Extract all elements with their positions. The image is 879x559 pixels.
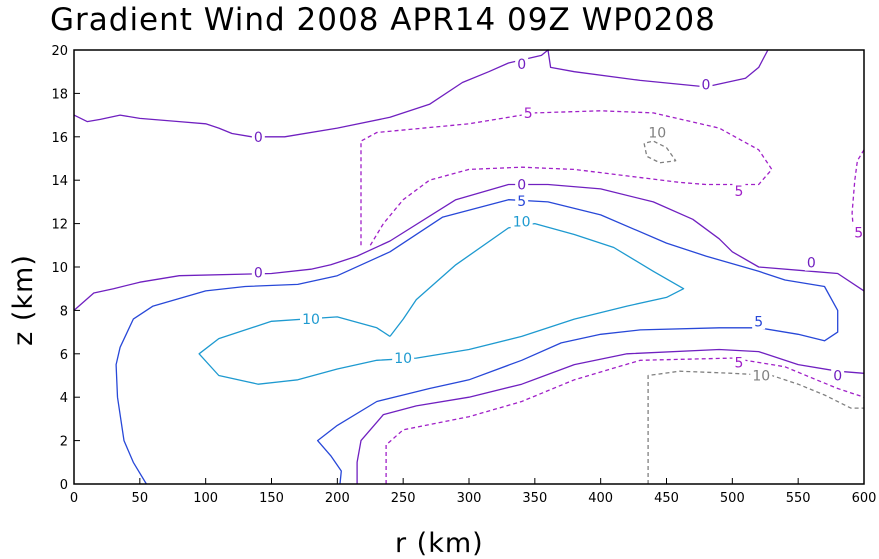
contour-label: 5 (517, 194, 526, 210)
contour-neg10-lower (647, 370, 864, 484)
contour-label-bg (515, 176, 529, 193)
contour-label-bg (852, 224, 866, 241)
contour-label-bg (515, 192, 529, 209)
contour-label: 10 (394, 351, 412, 367)
contour-zero-upper (73, 49, 769, 138)
contour-label: 0 (833, 369, 842, 385)
y-tick-label: 18 (51, 87, 68, 102)
x-tick-label: 300 (457, 491, 482, 506)
contour-zero-middle (73, 183, 865, 311)
contour-label-bg (752, 313, 766, 330)
contour-neg5-lower (385, 357, 865, 484)
contour-label-bg (750, 367, 773, 384)
contour-pos10 (198, 222, 685, 385)
x-tick-label: 550 (786, 491, 811, 506)
x-axis-label: r (km) (395, 528, 484, 559)
contour-label-bg (831, 367, 845, 384)
x-tick-label: 350 (522, 491, 547, 506)
contour-label-bg (521, 104, 535, 121)
contour-label: 0 (807, 256, 816, 272)
x-axis: 0 50 100 150 200 250 300 350 400 450 500 550 600 (70, 478, 877, 506)
contour-label: 0 (517, 178, 526, 194)
contour-label-bg (699, 76, 713, 93)
contour-label: 10 (752, 369, 770, 385)
y-tick-label: 12 (51, 218, 68, 233)
contour-label: 0 (702, 78, 711, 94)
y-tick-label: 8 (60, 304, 68, 319)
x-tick-label: 0 (70, 491, 78, 506)
y-tick-label: 6 (60, 348, 68, 363)
x-tick-label: 400 (588, 491, 613, 506)
x-tick-label: 50 (132, 491, 149, 506)
y-tick-label: 14 (51, 174, 68, 189)
contour-label-bg (300, 311, 322, 328)
contour-lines (73, 49, 865, 485)
x-tick-label: 600 (852, 491, 877, 506)
contour-pos5 (115, 199, 839, 485)
x-tick-label: 500 (720, 491, 745, 506)
contour-label-bg (646, 124, 669, 141)
contour-label: 0 (254, 130, 263, 146)
contour-label: 5 (734, 355, 743, 371)
x-tick-label: 200 (325, 491, 350, 506)
y-tick-label: 0 (60, 478, 68, 493)
contour-label: 10 (302, 312, 320, 328)
y-tick-label: 16 (51, 131, 68, 146)
y-tick-label: 20 (51, 44, 68, 59)
contour-label: 0 (254, 265, 263, 281)
contour-label-bg (510, 213, 533, 230)
contour-label: 5 (734, 184, 743, 200)
x-tick-label: 150 (259, 491, 284, 506)
x-tick-label: 250 (391, 491, 416, 506)
contour-zero-lower (356, 348, 865, 484)
contour-label: 0 (517, 57, 526, 73)
contour-label: 10 (648, 125, 666, 141)
y-tick-label: 2 (60, 435, 68, 450)
contour-neg10-small (643, 140, 677, 164)
contour-label: 10 (513, 214, 531, 230)
chart-title: Gradient Wind 2008 APR14 09Z WP0208 (50, 2, 716, 38)
contour-label: 5 (854, 225, 863, 241)
contour-label-bg (804, 254, 818, 271)
contour-label: 5 (754, 314, 763, 330)
x-tick-label: 450 (654, 491, 679, 506)
y-tick-label: 4 (60, 391, 68, 406)
contour-neg5-right-edge (851, 149, 865, 238)
y-axis: 0 2 4 6 8 10 12 14 16 18 20 (51, 44, 80, 493)
contour-label-bg (732, 354, 746, 371)
x-tick-label: 100 (193, 491, 218, 506)
y-axis-label: z (km) (8, 254, 39, 346)
contour-label-bg (392, 350, 415, 367)
y-tick-label: 10 (51, 261, 68, 276)
contour-label-bg (251, 128, 265, 145)
contour-neg5-upper (360, 110, 773, 246)
contour-label-bg (251, 264, 265, 281)
contour-label-bg (732, 183, 746, 200)
contour-label: 5 (524, 106, 533, 122)
contour-label-bg (515, 56, 529, 73)
